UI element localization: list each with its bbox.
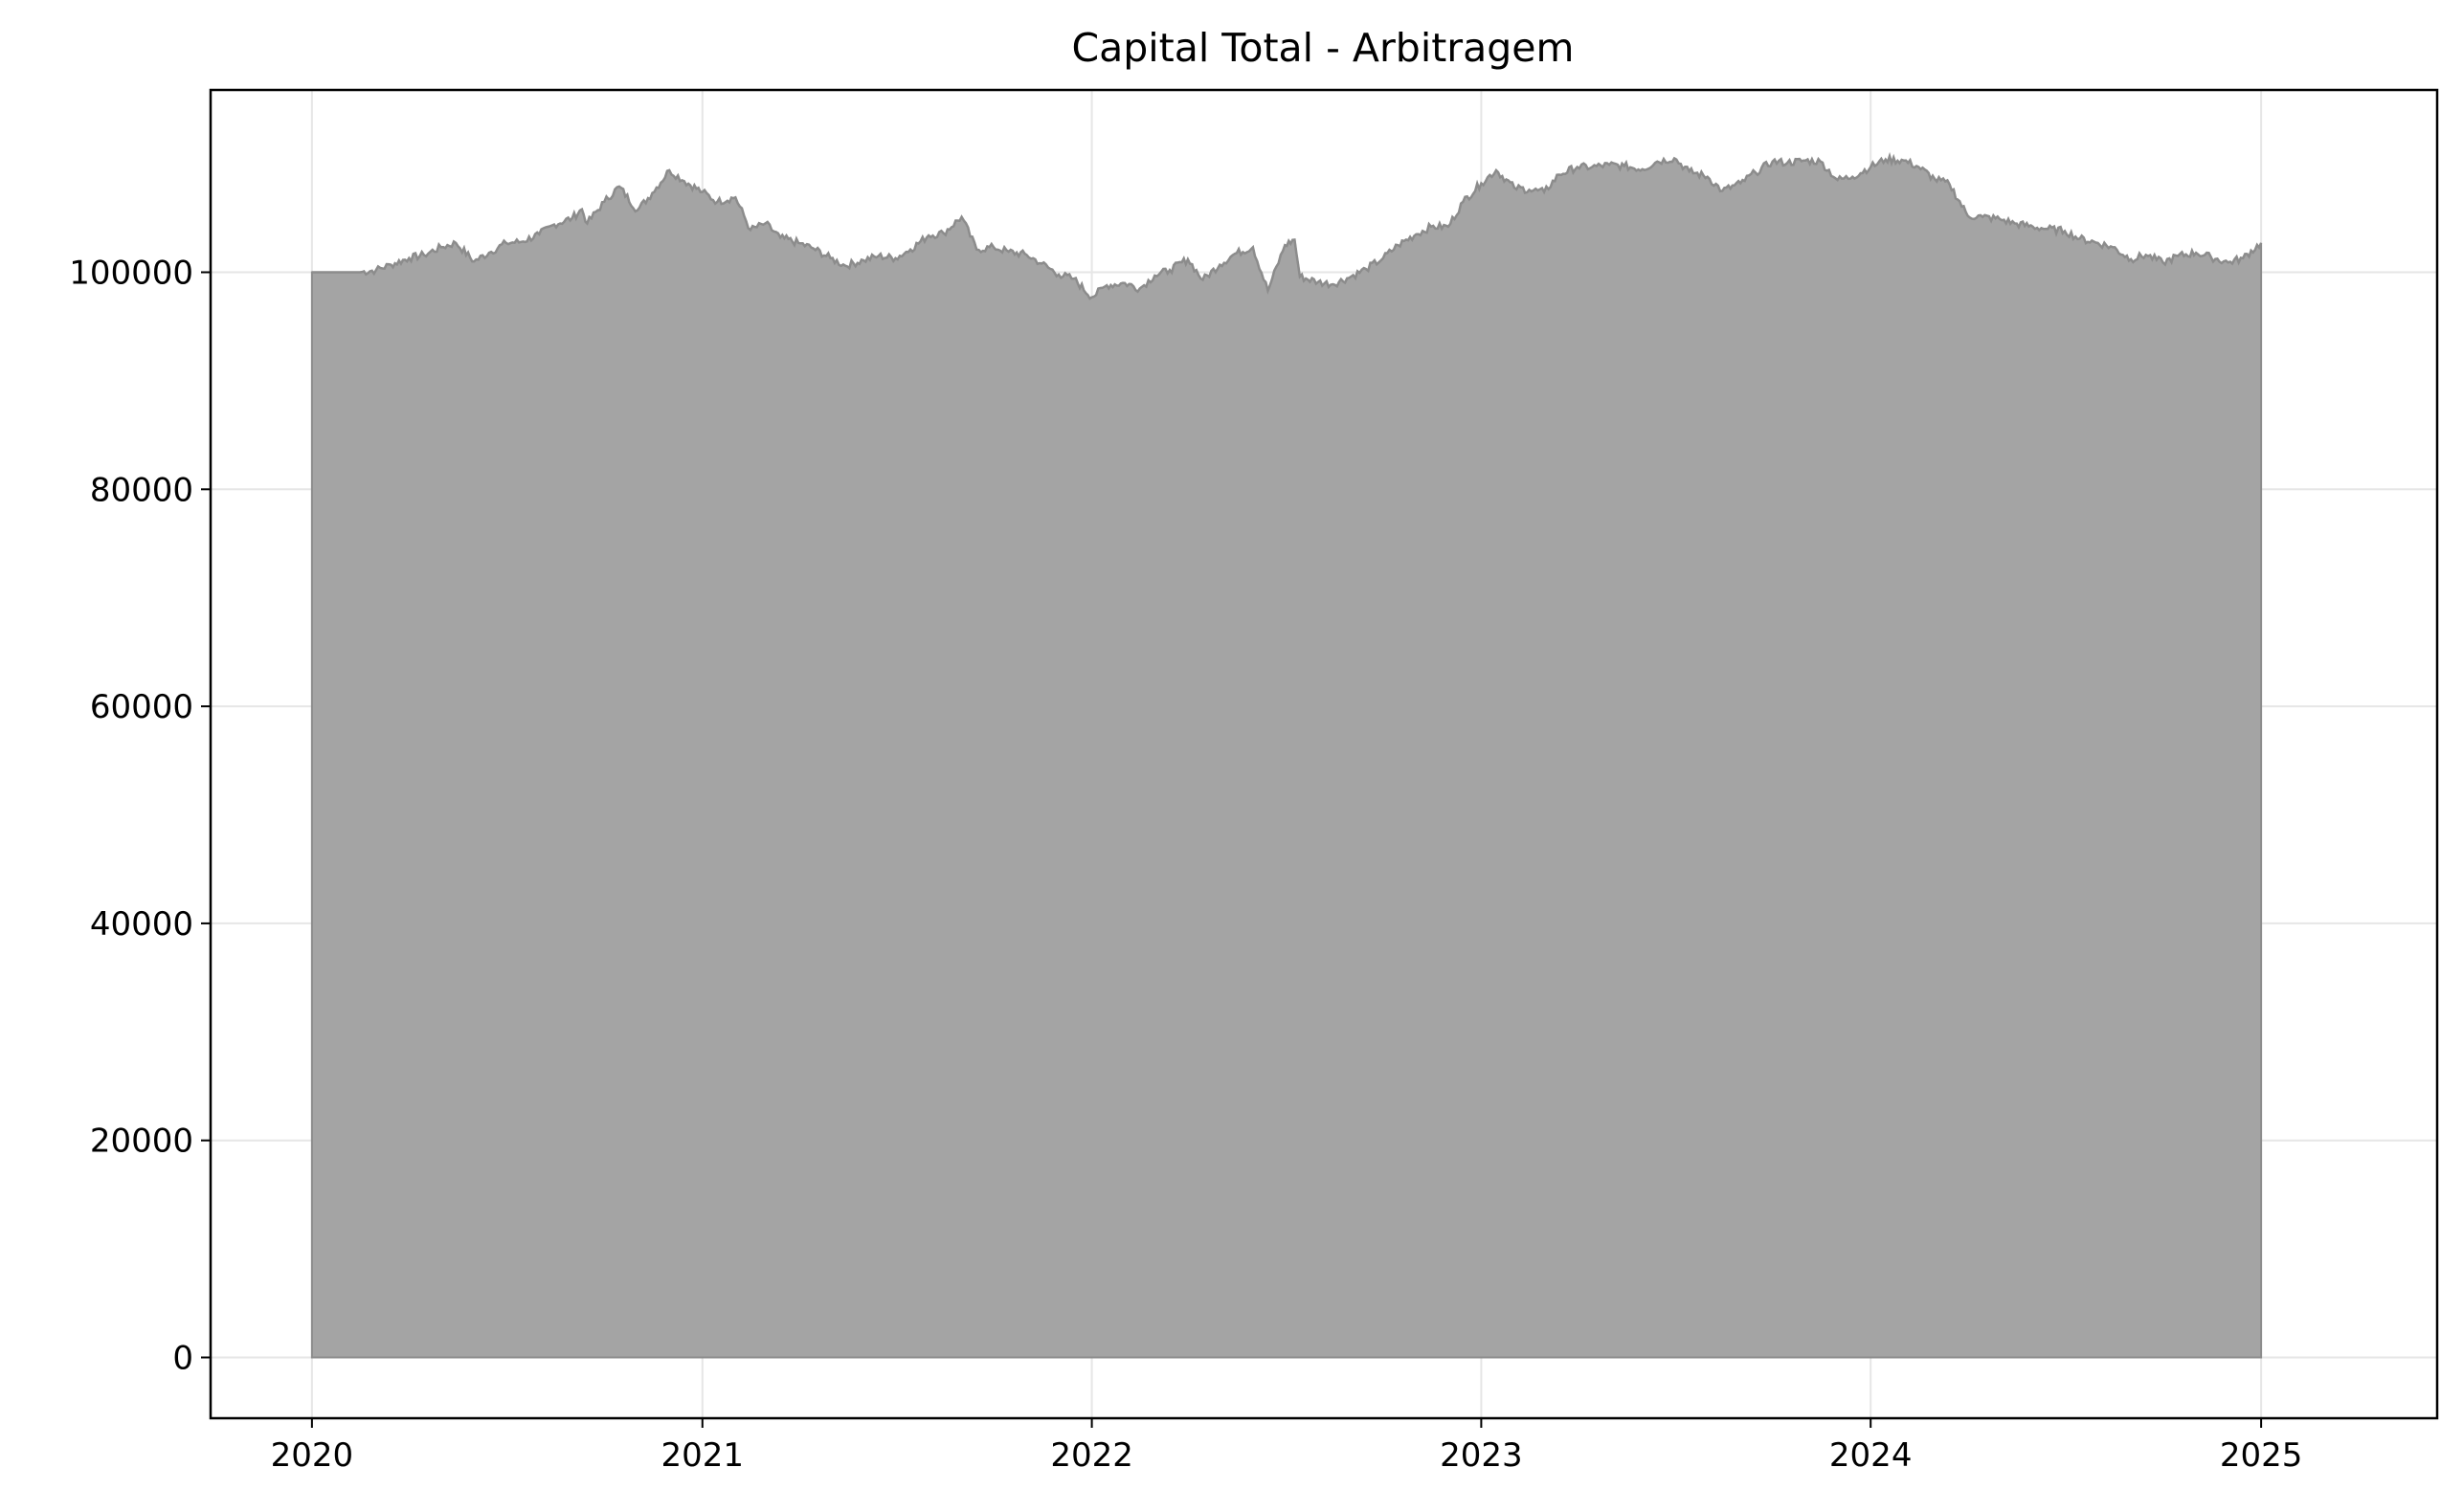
y-tick-label: 0 <box>172 1339 193 1377</box>
x-tick-label: 2025 <box>2220 1436 2303 1475</box>
x-tick-label: 2024 <box>1829 1436 1913 1475</box>
capital-line <box>311 151 2263 300</box>
y-tick-label: 60000 <box>90 688 193 726</box>
y-tick-label: 80000 <box>90 471 193 509</box>
y-tick-label: 20000 <box>90 1123 193 1161</box>
x-tick-label: 2020 <box>271 1436 354 1475</box>
plot-frame <box>209 88 2439 1420</box>
x-tick-label: 2022 <box>1050 1436 1133 1475</box>
chart-title: Capital Total - Arbitragem <box>1072 25 1575 71</box>
x-tick-label: 2021 <box>661 1436 745 1475</box>
capital-area-fill <box>310 152 2263 1359</box>
series-area <box>310 151 2263 1359</box>
y-tick-label: 40000 <box>90 905 193 944</box>
x-axis: 2020 2021 2022 2023 2024 2025 <box>271 1418 2303 1475</box>
y-axis: 0 20000 40000 60000 80000 100000 <box>69 255 211 1377</box>
y-tick-label: 100000 <box>69 255 193 293</box>
x-tick-label: 2023 <box>1440 1436 1523 1475</box>
